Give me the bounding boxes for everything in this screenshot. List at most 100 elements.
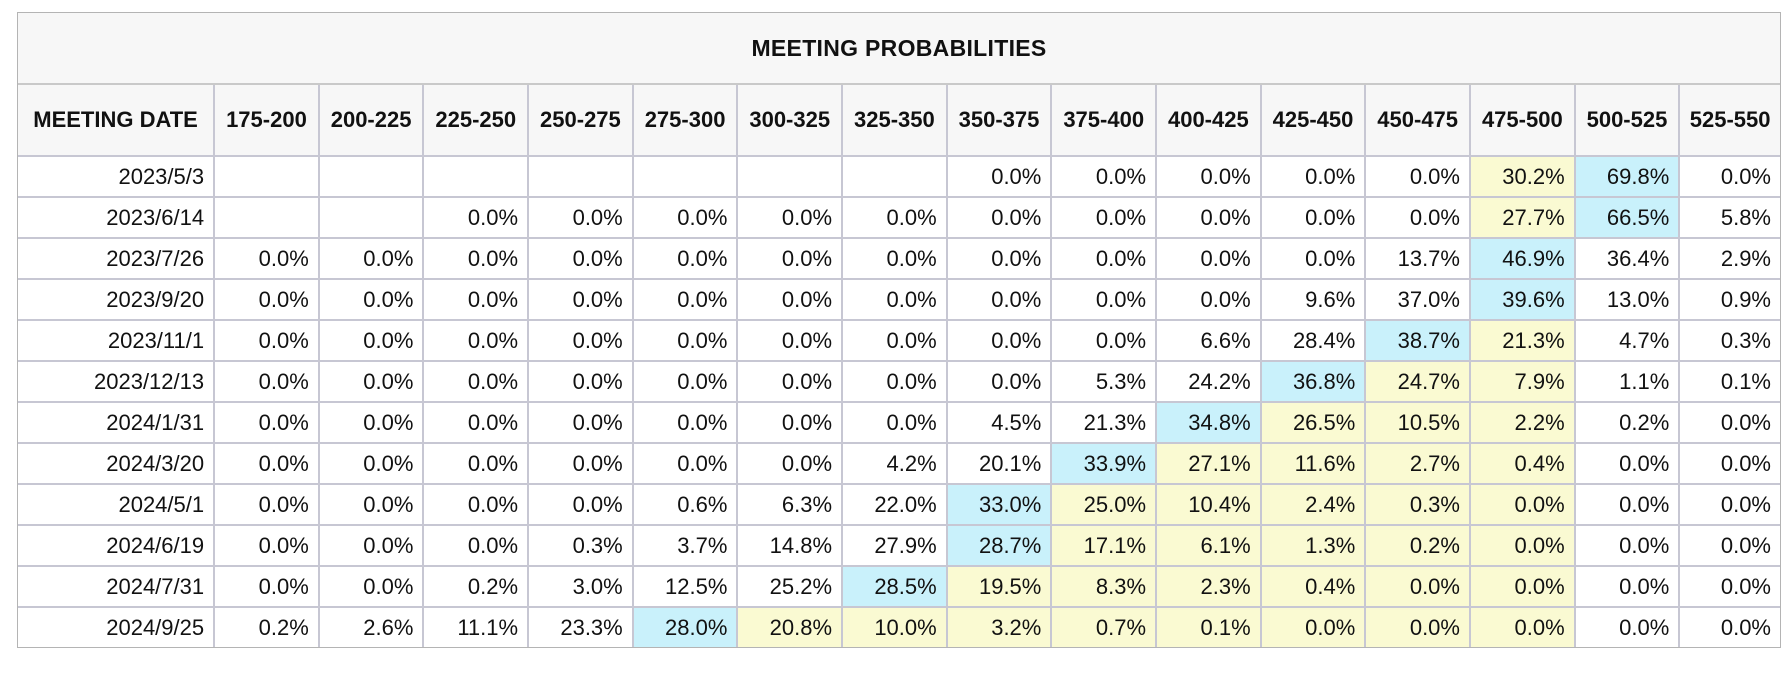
probability-cell: 0.0%: [317, 237, 425, 280]
meeting-date-cell: 2023/12/13: [18, 360, 216, 403]
probability-cell: 28.7%: [945, 524, 1053, 567]
probability-cell: 0.0%: [945, 278, 1053, 321]
probability-cell: 0.0%: [317, 442, 425, 485]
probability-cell: 0.0%: [945, 360, 1053, 403]
probability-cell: 0.0%: [1259, 606, 1367, 647]
probability-table: MEETING DATE 175-200 200-225 225-250 250-275…: [18, 85, 1780, 647]
probability-cell: [631, 155, 739, 198]
probability-cell: 0.0%: [213, 360, 320, 403]
probability-cell: 28.5%: [841, 565, 948, 608]
probability-cell: 0.0%: [422, 278, 530, 321]
column-header-425-450: 425-450: [1259, 85, 1367, 157]
meeting-date-cell: 2024/9/25: [18, 606, 216, 647]
probability-cell: [317, 155, 425, 198]
probability-cell: 0.0%: [631, 237, 739, 280]
probability-cell: 4.5%: [945, 401, 1053, 444]
probability-cell: 24.7%: [1364, 360, 1471, 403]
probability-cell: 0.0%: [1364, 196, 1471, 239]
probability-cell: 0.0%: [317, 401, 425, 444]
probability-cell: [527, 155, 634, 198]
probability-cell: 0.0%: [631, 196, 739, 239]
probability-cell: 20.8%: [736, 606, 844, 647]
table-row: 2023/9/20 0.0% 0.0% 0.0% 0.0% 0.0% 0.0% 0.0% 0.0…: [18, 278, 1780, 321]
meeting-date-cell: 2023/5/3: [18, 155, 216, 198]
probability-cell: 0.0%: [422, 196, 530, 239]
probability-cell: 0.0%: [1678, 565, 1780, 608]
probability-cell: 66.5%: [1573, 196, 1681, 239]
probability-cell: 0.0%: [422, 401, 530, 444]
column-header-200-225: 200-225: [317, 85, 425, 157]
probability-cell: 13.0%: [1573, 278, 1681, 321]
probability-cell: 5.3%: [1050, 360, 1158, 403]
probability-cell: 0.2%: [422, 565, 530, 608]
probability-cell: 0.0%: [945, 237, 1053, 280]
probability-cell: 13.7%: [1364, 237, 1471, 280]
probability-cell: 20.1%: [945, 442, 1053, 485]
meeting-date-cell: 2023/6/14: [18, 196, 216, 239]
probability-cell: 0.0%: [527, 442, 634, 485]
probability-cell: 21.3%: [1050, 401, 1158, 444]
column-header-meeting-date: MEETING DATE: [18, 85, 216, 157]
probability-cell: 0.0%: [1468, 524, 1576, 567]
column-header-325-350: 325-350: [841, 85, 948, 157]
probability-cell: 3.0%: [527, 565, 634, 608]
probability-cell: 19.5%: [945, 565, 1053, 608]
probability-cell: 0.0%: [1259, 155, 1367, 198]
meeting-date-cell: 2023/7/26: [18, 237, 216, 280]
probability-cell: 0.0%: [213, 319, 320, 362]
column-header-300-325: 300-325: [736, 85, 844, 157]
table-row: 2024/3/20 0.0% 0.0% 0.0% 0.0% 0.0% 0.0% 4.2% 20.…: [18, 442, 1780, 485]
probability-cell: 6.3%: [736, 483, 844, 526]
column-header-225-250: 225-250: [422, 85, 530, 157]
probability-cell: 8.3%: [1050, 565, 1158, 608]
probability-cell: 0.0%: [527, 278, 634, 321]
probability-cell: 39.6%: [1468, 278, 1576, 321]
probability-cell: 24.2%: [1155, 360, 1262, 403]
meeting-date-cell: 2024/5/1: [18, 483, 216, 526]
probability-cell: 11.6%: [1259, 442, 1367, 485]
probability-cell: 0.0%: [527, 196, 634, 239]
probability-cell: 4.2%: [841, 442, 948, 485]
probability-cell: 0.0%: [841, 319, 948, 362]
probability-cell: 0.0%: [1678, 606, 1780, 647]
probability-cell: 0.2%: [1573, 401, 1681, 444]
probability-cell: 0.0%: [317, 483, 425, 526]
probability-cell: 27.1%: [1155, 442, 1262, 485]
probability-cell: 0.0%: [213, 524, 320, 567]
probability-cell: 0.0%: [631, 360, 739, 403]
probability-cell: 0.0%: [1573, 524, 1681, 567]
probability-cell: 28.0%: [631, 606, 739, 647]
probability-cell: 27.7%: [1468, 196, 1576, 239]
table-row: 2023/11/1 0.0% 0.0% 0.0% 0.0% 0.0% 0.0% 0.0% 0.0…: [18, 319, 1780, 362]
column-header-250-275: 250-275: [527, 85, 634, 157]
probability-cell: [736, 155, 844, 198]
probability-cell: 38.7%: [1364, 319, 1471, 362]
probability-cell: 4.7%: [1573, 319, 1681, 362]
table-title: MEETING PROBABILITIES: [18, 13, 1780, 85]
column-header-400-425: 400-425: [1155, 85, 1262, 157]
probability-cell: 0.9%: [1678, 278, 1780, 321]
probability-cell: 2.4%: [1259, 483, 1367, 526]
column-header-500-525: 500-525: [1573, 85, 1681, 157]
meeting-date-cell: 2024/6/19: [18, 524, 216, 567]
probability-cell: 0.0%: [736, 278, 844, 321]
probability-cell: 27.9%: [841, 524, 948, 567]
probability-cell: 30.2%: [1468, 155, 1576, 198]
probability-cell: 0.0%: [1364, 606, 1471, 647]
probability-cell: 5.8%: [1678, 196, 1780, 239]
probability-cell: 33.9%: [1050, 442, 1158, 485]
probability-cell: 0.2%: [1364, 524, 1471, 567]
probability-cell: 0.6%: [631, 483, 739, 526]
table-row: 2023/6/14 0.0% 0.0% 0.0% 0.0% 0.0% 0.0% 0.0% 0.0…: [18, 196, 1780, 239]
probability-cell: 25.0%: [1050, 483, 1158, 526]
probability-cell: 0.0%: [945, 319, 1053, 362]
probability-cell: 0.0%: [527, 360, 634, 403]
table-row: 2024/9/25 0.2% 2.6% 11.1% 23.3% 28.0% 20.8% 10.…: [18, 606, 1780, 647]
probability-cell: 0.0%: [841, 196, 948, 239]
probability-cell: 0.0%: [736, 237, 844, 280]
probability-cell: 10.4%: [1155, 483, 1262, 526]
probability-cell: 0.0%: [317, 565, 425, 608]
probability-cell: 0.3%: [527, 524, 634, 567]
table-row: 2023/12/13 0.0% 0.0% 0.0% 0.0% 0.0% 0.0% 0.0% 0.…: [18, 360, 1780, 403]
probability-cell: [317, 196, 425, 239]
